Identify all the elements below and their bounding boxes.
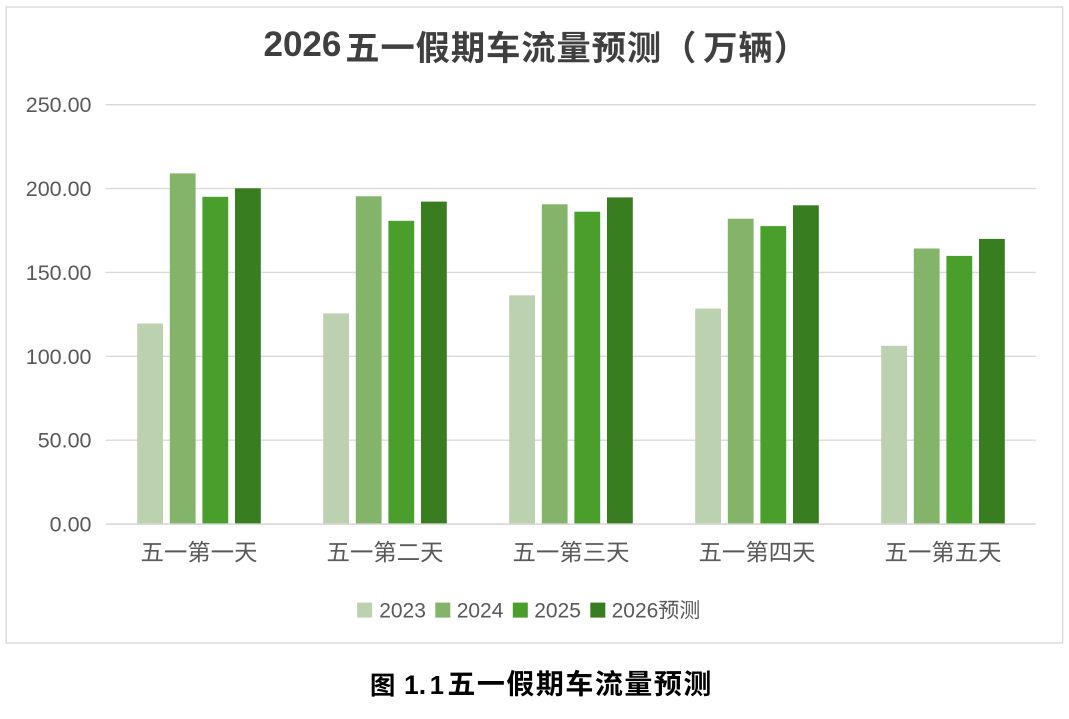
svg-text:250.00: 250.00 xyxy=(26,93,92,117)
svg-text:150.00: 150.00 xyxy=(26,261,92,285)
svg-text:2025: 2025 xyxy=(534,600,581,623)
svg-text:1: 1 xyxy=(430,672,444,700)
svg-text:100.00: 100.00 xyxy=(26,345,92,369)
svg-text:200.00: 200.00 xyxy=(26,177,92,201)
svg-text:2024: 2024 xyxy=(457,600,504,623)
svg-text:2023: 2023 xyxy=(379,600,426,623)
svg-text:2026: 2026 xyxy=(264,25,342,64)
svg-text:50.00: 50.00 xyxy=(38,429,92,453)
svg-text:0.00: 0.00 xyxy=(50,513,92,537)
svg-text:1.: 1. xyxy=(404,670,426,700)
svg-text:2026: 2026 xyxy=(612,600,659,623)
